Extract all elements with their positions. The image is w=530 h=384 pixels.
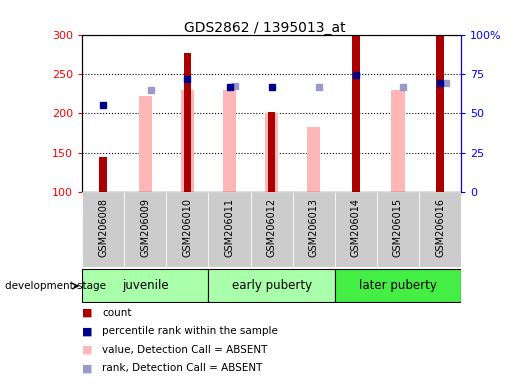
Bar: [181, 90, 194, 192]
Text: ■: ■: [82, 326, 93, 336]
Bar: [82, 269, 208, 301]
Text: ■: ■: [82, 363, 93, 373]
Text: GSM206013: GSM206013: [309, 198, 319, 257]
Text: ■: ■: [82, 308, 93, 318]
Bar: [208, 192, 251, 267]
Bar: [223, 90, 236, 192]
Bar: [391, 90, 405, 192]
Text: GSM206011: GSM206011: [225, 198, 234, 257]
Text: GSM206009: GSM206009: [140, 198, 151, 257]
Text: rank, Detection Call = ABSENT: rank, Detection Call = ABSENT: [102, 363, 263, 373]
Bar: [268, 113, 276, 192]
Text: juvenile: juvenile: [122, 279, 169, 291]
Bar: [166, 192, 208, 267]
Bar: [436, 35, 444, 192]
Bar: [124, 192, 166, 267]
Text: GSM206012: GSM206012: [267, 198, 277, 257]
Text: percentile rank within the sample: percentile rank within the sample: [102, 326, 278, 336]
Text: later puberty: later puberty: [359, 279, 437, 291]
Bar: [183, 53, 191, 192]
Bar: [100, 157, 107, 192]
Bar: [293, 192, 335, 267]
Bar: [251, 192, 293, 267]
Bar: [307, 127, 321, 192]
Text: value, Detection Call = ABSENT: value, Detection Call = ABSENT: [102, 345, 268, 355]
Bar: [335, 192, 377, 267]
Text: ■: ■: [82, 345, 93, 355]
Bar: [265, 113, 278, 192]
Bar: [335, 269, 461, 301]
Text: GDS2862 / 1395013_at: GDS2862 / 1395013_at: [184, 21, 346, 35]
Text: count: count: [102, 308, 132, 318]
Text: development stage: development stage: [5, 281, 107, 291]
Bar: [82, 192, 124, 267]
Bar: [419, 192, 461, 267]
Text: GSM206010: GSM206010: [182, 198, 192, 257]
Text: GSM206016: GSM206016: [435, 198, 445, 257]
Text: GSM206015: GSM206015: [393, 198, 403, 257]
Text: early puberty: early puberty: [232, 279, 312, 291]
Text: GSM206014: GSM206014: [351, 198, 361, 257]
Bar: [208, 269, 335, 301]
Bar: [377, 192, 419, 267]
Bar: [138, 96, 152, 192]
Bar: [352, 35, 360, 192]
Text: GSM206008: GSM206008: [98, 198, 108, 257]
